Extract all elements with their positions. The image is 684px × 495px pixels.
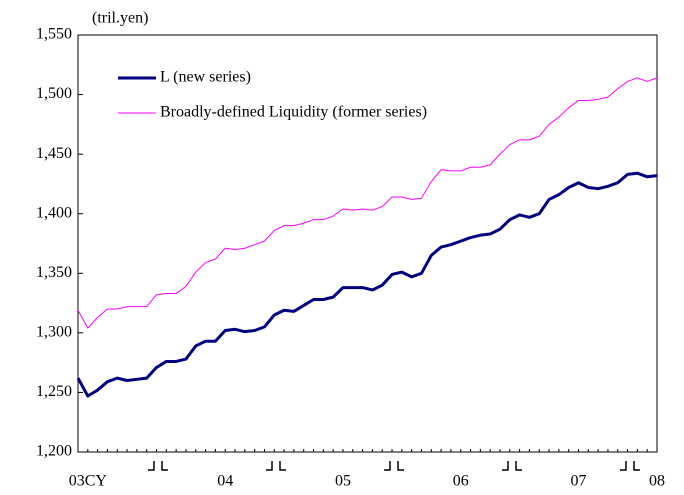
x-tick-label: 04: [217, 473, 233, 490]
y-tick-label: 1,500: [36, 85, 72, 102]
y-tick-label: 1,250: [36, 383, 72, 400]
legend-label: L (new series): [160, 69, 251, 86]
year-separators: [148, 461, 640, 471]
x-tick-label: 08: [649, 473, 665, 490]
unit-label: (tril.yen): [92, 10, 148, 27]
y-tick-label: 1,200: [36, 443, 72, 460]
y-tick-label: 1,300: [36, 324, 72, 341]
plot-frame: [77, 34, 658, 453]
y-tick-label: 1,550: [36, 26, 72, 43]
y-tick-label: 1,350: [36, 264, 72, 281]
x-tick-label: 07: [570, 473, 586, 490]
x-tick-label: 05: [335, 473, 351, 490]
x-tick-label: 06: [453, 473, 469, 490]
y-tick-label: 1,400: [36, 204, 72, 221]
legend-label: Broadly-defined Liquidity (former series…: [160, 104, 427, 121]
series-line: [76, 171, 658, 398]
y-tick-label: 1,450: [36, 145, 72, 162]
x-tick-label: 03CY: [69, 473, 108, 490]
series-line: [77, 77, 658, 329]
